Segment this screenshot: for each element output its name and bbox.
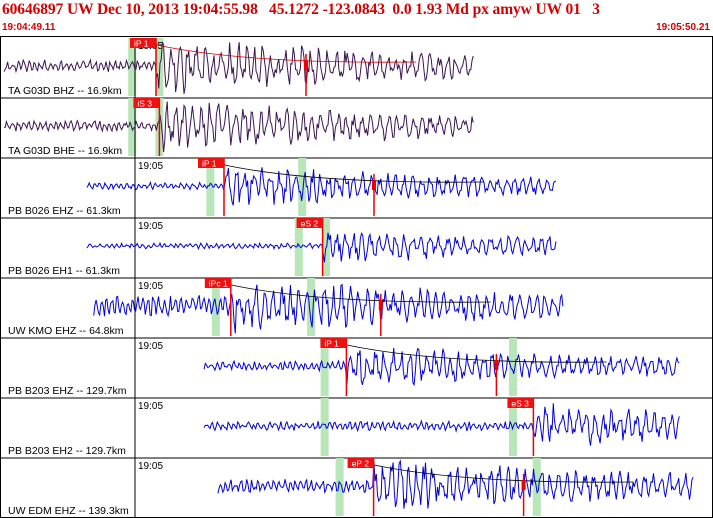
- station-label: TA G03D BHE -- 16.9km: [8, 145, 122, 157]
- minute-tick-label: 19:05: [138, 401, 163, 412]
- phase-pick-box[interactable]: [130, 38, 156, 48]
- pick-window-shade: [320, 338, 329, 396]
- pick-window-shade: [128, 98, 137, 156]
- phase-pick-box[interactable]: [204, 278, 231, 288]
- coda-marker-box: [494, 360, 499, 370]
- phase-pick-label: eS 2: [301, 219, 319, 229]
- phase-pick-label: iPc 1: [209, 279, 228, 289]
- coda-curve: [226, 283, 491, 303]
- waveform-trace: [3, 101, 474, 152]
- phase-pick-label: iP 1: [324, 339, 339, 349]
- trace-row[interactable]: iS 3 TA G03D BHE -- 16.9km: [0, 98, 713, 159]
- station-label: UW EDM EHZ -- 139.3km: [8, 505, 129, 517]
- phase-pick-label: iS 3: [137, 99, 152, 109]
- coda-marker-box: [372, 180, 376, 190]
- seismogram-panel[interactable]: 19:05 iP 1 TA G03D BHZ -- 16.9km iS 3 TA G03…: [0, 36, 713, 518]
- coda-marker-box: [521, 480, 526, 490]
- phase-pick-label: iP 1: [202, 159, 217, 169]
- phase-pick-box[interactable]: [296, 218, 323, 228]
- window-end-time: 19:05:50.21: [656, 22, 710, 33]
- trace-row[interactable]: 19:05 iP 1 PB B026 EHZ -- 61.3km: [0, 158, 713, 219]
- coda-marker-box: [378, 300, 383, 310]
- coda-marker-box: [304, 60, 308, 70]
- phase-pick-box[interactable]: [133, 98, 160, 108]
- pick-window-shade: [320, 398, 329, 456]
- phase-pick-box[interactable]: [507, 398, 534, 408]
- waveform-trace: [203, 347, 680, 387]
- coda-curve: [342, 343, 607, 363]
- pick-window-shade: [509, 338, 517, 396]
- pick-window-shade: [335, 458, 344, 516]
- pick-window-shade: [128, 38, 137, 96]
- waveform-trace: [203, 403, 680, 446]
- event-header: 60646897 UW Dec 10, 2013 19:04:55.98 45.…: [0, 0, 713, 36]
- waveform-trace: [93, 283, 564, 334]
- minute-tick-label: 19:05: [138, 281, 163, 292]
- phase-pick-box[interactable]: [320, 338, 347, 348]
- phase-pick-box[interactable]: [198, 158, 224, 168]
- trace-row[interactable]: 19:05 eS 3 PB B203 EH2 -- 129.7km: [0, 398, 713, 459]
- coda-curve: [369, 463, 634, 483]
- pick-window-shade: [294, 218, 303, 276]
- phase-pick-label: eS 3: [511, 399, 529, 409]
- trace-row[interactable]: 19:05 iP 1 PB B203 EHZ -- 129.7km: [0, 338, 713, 399]
- station-label: PB B026 EH1 -- 61.3km: [8, 265, 120, 277]
- station-label: TA G03D BHZ -- 16.9km: [8, 85, 122, 97]
- waveform-trace: [86, 167, 557, 206]
- coda-curve: [219, 163, 485, 183]
- minute-tick-label: 19:05: [138, 221, 163, 232]
- waveform-trace: [217, 459, 694, 509]
- station-label: PB B026 EHZ -- 61.3km: [8, 205, 121, 217]
- window-start-time: 19:04:49.11: [2, 22, 56, 33]
- waveform-trace: [3, 41, 474, 94]
- trace-row[interactable]: 19:05 iPc 1 UW KMO EHZ -- 64.8km: [0, 278, 713, 339]
- pick-window-shade: [532, 458, 541, 516]
- event-title: 60646897 UW Dec 10, 2013 19:04:55.98 45.…: [2, 1, 600, 18]
- phase-pick-label: iP 1: [134, 39, 149, 49]
- station-label: UW KMO EHZ -- 64.8km: [8, 325, 124, 337]
- phase-pick-label: eP 2: [352, 459, 370, 469]
- station-label: PB B203 EH2 -- 129.7km: [8, 445, 126, 457]
- trace-row[interactable]: 19:05 eP 2 UW EDM EHZ -- 139.3km: [0, 458, 713, 518]
- minute-tick-label: 19:05: [138, 161, 163, 172]
- trace-row[interactable]: 19:05 eS 2 PB B026 EH1 -- 61.3km: [0, 218, 713, 279]
- waveform-trace: [86, 231, 557, 263]
- pick-window-shade: [206, 158, 215, 216]
- minute-tick-label: 19:05: [138, 341, 163, 352]
- minute-tick-label: 19:05: [138, 461, 163, 472]
- phase-pick-box[interactable]: [347, 458, 374, 468]
- coda-curve: [151, 43, 417, 63]
- pick-window-shade: [298, 158, 307, 216]
- pick-window-shade: [307, 278, 316, 336]
- station-label: PB B203 EHZ -- 129.7km: [8, 385, 127, 397]
